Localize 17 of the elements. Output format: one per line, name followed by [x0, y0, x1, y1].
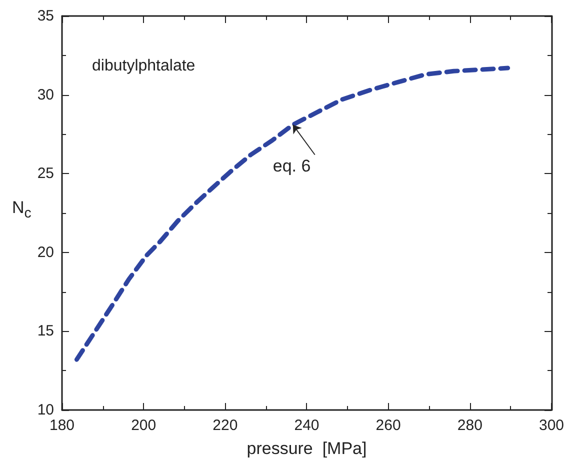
y-tick-label: 35	[37, 8, 54, 24]
y-axis-title: N$_{c}$	[12, 198, 32, 222]
x-tick-label: 260	[376, 417, 401, 434]
x-tick-label: 220	[212, 417, 238, 434]
x-axis-title: pressure [MPa]	[246, 439, 367, 458]
x-tick-label: 280	[457, 417, 482, 434]
x-tick-label: 240	[294, 417, 320, 434]
x-tick-label: 300	[538, 417, 564, 434]
y-tick-label: 10	[37, 402, 54, 418]
y-tick-label: 25	[37, 165, 54, 182]
x-tick-label: 200	[131, 417, 156, 434]
y-tick-label: 20	[37, 244, 54, 261]
annotation: dibutylphtalate	[92, 58, 196, 74]
y-tick-label: 30	[37, 86, 54, 104]
annotation: eq. 6	[272, 156, 311, 176]
y-tick-label: 15	[37, 322, 54, 340]
x-tick-label: 180	[49, 417, 75, 434]
